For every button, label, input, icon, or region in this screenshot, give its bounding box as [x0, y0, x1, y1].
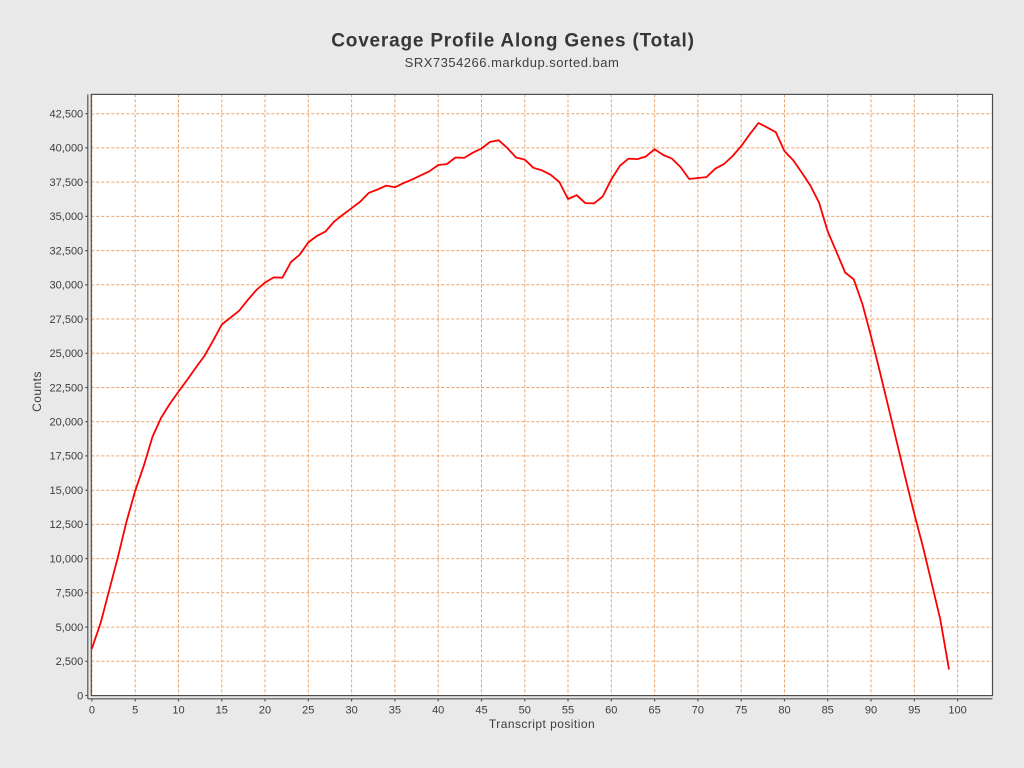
svg-text:Counts: Counts — [30, 371, 44, 412]
svg-text:40,000: 40,000 — [50, 143, 84, 155]
svg-text:Transcript position: Transcript position — [489, 717, 595, 731]
svg-text:22,500: 22,500 — [50, 382, 84, 394]
svg-text:70: 70 — [692, 705, 704, 717]
svg-text:5,000: 5,000 — [56, 622, 84, 634]
svg-text:65: 65 — [648, 705, 660, 717]
svg-text:32,500: 32,500 — [50, 245, 84, 257]
svg-text:80: 80 — [778, 705, 790, 717]
svg-text:95: 95 — [908, 705, 920, 717]
svg-text:55: 55 — [562, 705, 574, 717]
svg-text:100: 100 — [948, 705, 966, 717]
svg-text:17,500: 17,500 — [50, 451, 84, 463]
svg-text:20: 20 — [259, 705, 271, 717]
svg-text:27,500: 27,500 — [50, 314, 84, 326]
svg-text:60: 60 — [605, 705, 617, 717]
svg-text:45: 45 — [475, 705, 487, 717]
svg-text:10,000: 10,000 — [50, 553, 84, 565]
svg-text:5: 5 — [132, 705, 138, 717]
svg-text:10: 10 — [172, 705, 184, 717]
svg-text:15,000: 15,000 — [50, 485, 84, 497]
svg-text:30,000: 30,000 — [50, 280, 84, 292]
svg-text:0: 0 — [89, 705, 95, 717]
svg-text:20,000: 20,000 — [50, 417, 84, 429]
svg-text:90: 90 — [865, 705, 877, 717]
svg-text:75: 75 — [735, 705, 747, 717]
svg-text:SRX7354266.markdup.sorted.bam: SRX7354266.markdup.sorted.bam — [405, 55, 620, 70]
svg-text:40: 40 — [432, 705, 444, 717]
svg-text:30: 30 — [345, 705, 357, 717]
svg-text:35,000: 35,000 — [50, 211, 84, 223]
svg-text:Coverage Profile Along Genes (: Coverage Profile Along Genes (Total) — [331, 31, 694, 52]
svg-text:85: 85 — [822, 705, 834, 717]
svg-text:25: 25 — [302, 705, 314, 717]
svg-text:42,500: 42,500 — [50, 109, 84, 121]
svg-text:50: 50 — [519, 705, 531, 717]
svg-text:2,500: 2,500 — [56, 656, 84, 668]
svg-text:15: 15 — [216, 705, 228, 717]
svg-text:7,500: 7,500 — [56, 588, 84, 600]
svg-text:37,500: 37,500 — [50, 177, 84, 189]
svg-text:25,000: 25,000 — [50, 348, 84, 360]
svg-text:0: 0 — [77, 690, 83, 702]
svg-text:12,500: 12,500 — [50, 519, 84, 531]
svg-text:35: 35 — [389, 705, 401, 717]
